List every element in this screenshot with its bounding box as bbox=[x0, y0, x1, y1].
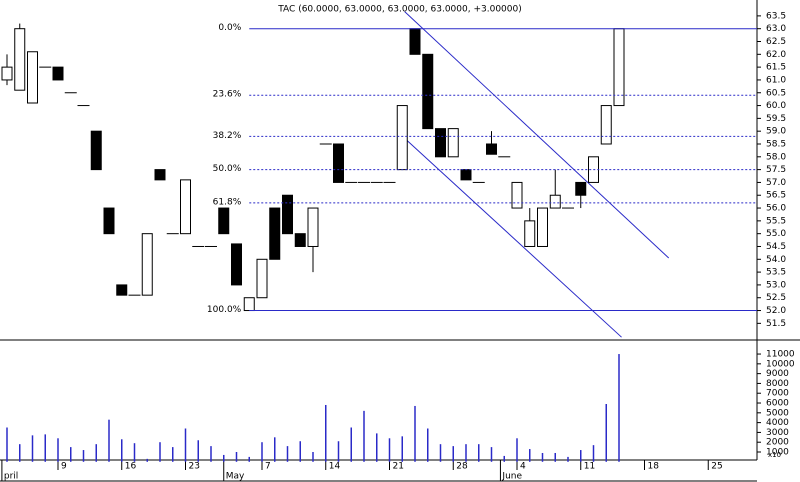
y-tick-label: 56.5 bbox=[766, 191, 786, 201]
y-tick-label: 52.0 bbox=[766, 306, 786, 316]
fib-label: 50.0% bbox=[213, 164, 242, 174]
y2-tick-label: 5000 bbox=[766, 408, 789, 418]
y-tick-label: 61.5 bbox=[766, 63, 786, 73]
candle-body bbox=[282, 194, 293, 235]
candle-body bbox=[180, 179, 191, 235]
candle-body bbox=[435, 128, 446, 158]
candle-body bbox=[269, 207, 281, 260]
candle-body bbox=[307, 207, 319, 247]
candle-body bbox=[218, 207, 230, 235]
y-tick-label: 60.5 bbox=[766, 88, 786, 98]
candle-body bbox=[396, 105, 408, 171]
y2-tick-label: 11000 bbox=[766, 350, 795, 360]
y-tick-label: 61.0 bbox=[766, 75, 786, 85]
x-tick-label: 21 bbox=[393, 462, 404, 472]
candle-body bbox=[52, 66, 64, 81]
month-label: pril bbox=[4, 472, 18, 482]
x-tick-label: 23 bbox=[189, 462, 200, 472]
candle-body bbox=[549, 194, 561, 209]
y2-tick-label: 2000 bbox=[766, 438, 789, 448]
y2-tick-label: 4000 bbox=[766, 418, 789, 428]
candle-body bbox=[231, 243, 242, 286]
candle-body bbox=[511, 181, 523, 209]
trend-line bbox=[399, 133, 622, 338]
trend-line bbox=[404, 11, 670, 259]
y-tick-label: 59.5 bbox=[766, 114, 786, 124]
fib-label: 38.2% bbox=[213, 131, 242, 141]
y-tick-label: 57.0 bbox=[766, 178, 786, 188]
chart-title: TAC (60.0000, 63.0000, 63.0000, 63.0000,… bbox=[277, 5, 521, 15]
x-tick-label: 18 bbox=[648, 462, 660, 472]
y-tick-label: 58.0 bbox=[766, 152, 786, 162]
candle-body bbox=[486, 143, 497, 155]
y-tick-label: 53.5 bbox=[766, 268, 786, 278]
fib-label: 100.0% bbox=[207, 305, 242, 315]
fib-label: 61.8% bbox=[213, 197, 242, 207]
x-tick-label: 28 bbox=[456, 462, 468, 472]
candle-body bbox=[460, 169, 472, 181]
candle-body bbox=[1, 66, 13, 81]
x-tick-label: 11 bbox=[584, 462, 595, 472]
y-tick-label: 53.0 bbox=[766, 280, 786, 290]
y2-tick-label: 6000 bbox=[766, 399, 789, 409]
x-tick-label: 9 bbox=[61, 462, 67, 472]
x-tick-label: 25 bbox=[711, 462, 722, 472]
y-tick-label: 54.5 bbox=[766, 242, 786, 252]
y2-tick-label: 3000 bbox=[766, 428, 789, 438]
candle-body bbox=[600, 105, 612, 145]
month-label: May bbox=[226, 472, 245, 482]
y-tick-label: 62.5 bbox=[766, 37, 786, 47]
y2-tick-label: 7000 bbox=[766, 389, 789, 399]
y-tick-label: 56.0 bbox=[766, 204, 786, 214]
candle-body bbox=[447, 128, 459, 158]
y2-tick-label: 8000 bbox=[766, 379, 789, 389]
candle-body bbox=[613, 28, 625, 107]
y2-tick-label: 10000 bbox=[766, 359, 795, 369]
candle-body bbox=[141, 233, 153, 296]
candle-body bbox=[154, 169, 166, 181]
y-tick-label: 63.5 bbox=[766, 11, 786, 21]
fib-label: 23.6% bbox=[213, 90, 242, 100]
x-tick-label: 4 bbox=[520, 462, 526, 472]
candle-body bbox=[103, 207, 115, 235]
candle-body bbox=[14, 28, 26, 91]
y-tick-label: 62.0 bbox=[766, 50, 786, 60]
candle-body bbox=[409, 28, 421, 55]
y-tick-label: 55.5 bbox=[766, 216, 786, 226]
month-label: June bbox=[501, 472, 522, 482]
candle-body bbox=[575, 181, 587, 196]
candle-body bbox=[333, 143, 344, 183]
y-tick-label: 60.0 bbox=[766, 101, 786, 111]
candle-body bbox=[243, 297, 255, 312]
candle-body bbox=[294, 233, 306, 247]
x-tick-label: 7 bbox=[265, 462, 271, 472]
x-tick-label: 16 bbox=[125, 462, 137, 472]
candle-body bbox=[90, 130, 102, 171]
y-tick-label: 58.5 bbox=[766, 139, 786, 149]
y2-tick-label: 9000 bbox=[766, 369, 789, 379]
candle-body bbox=[537, 207, 548, 247]
y-tick-label: 63.0 bbox=[766, 24, 786, 34]
candle-body bbox=[27, 51, 38, 104]
y-tick-label: 51.5 bbox=[766, 319, 786, 329]
y-tick-label: 52.5 bbox=[766, 293, 786, 303]
y-tick-label: 59.0 bbox=[766, 127, 786, 137]
y-tick-label: 55.0 bbox=[766, 229, 786, 239]
candle-body bbox=[422, 53, 434, 130]
fib-label: 0.0% bbox=[218, 23, 241, 33]
x-tick-label: 14 bbox=[329, 462, 341, 472]
price-panel bbox=[1, 11, 670, 338]
candle-body bbox=[524, 220, 536, 247]
y-tick-label: 54.0 bbox=[766, 255, 786, 265]
y-tick-label: 57.5 bbox=[766, 165, 786, 175]
candle-body bbox=[116, 284, 128, 296]
candle-body bbox=[256, 258, 268, 299]
y2-tick-label: 1000 bbox=[766, 448, 789, 458]
volume-unit: x10 bbox=[768, 451, 781, 459]
